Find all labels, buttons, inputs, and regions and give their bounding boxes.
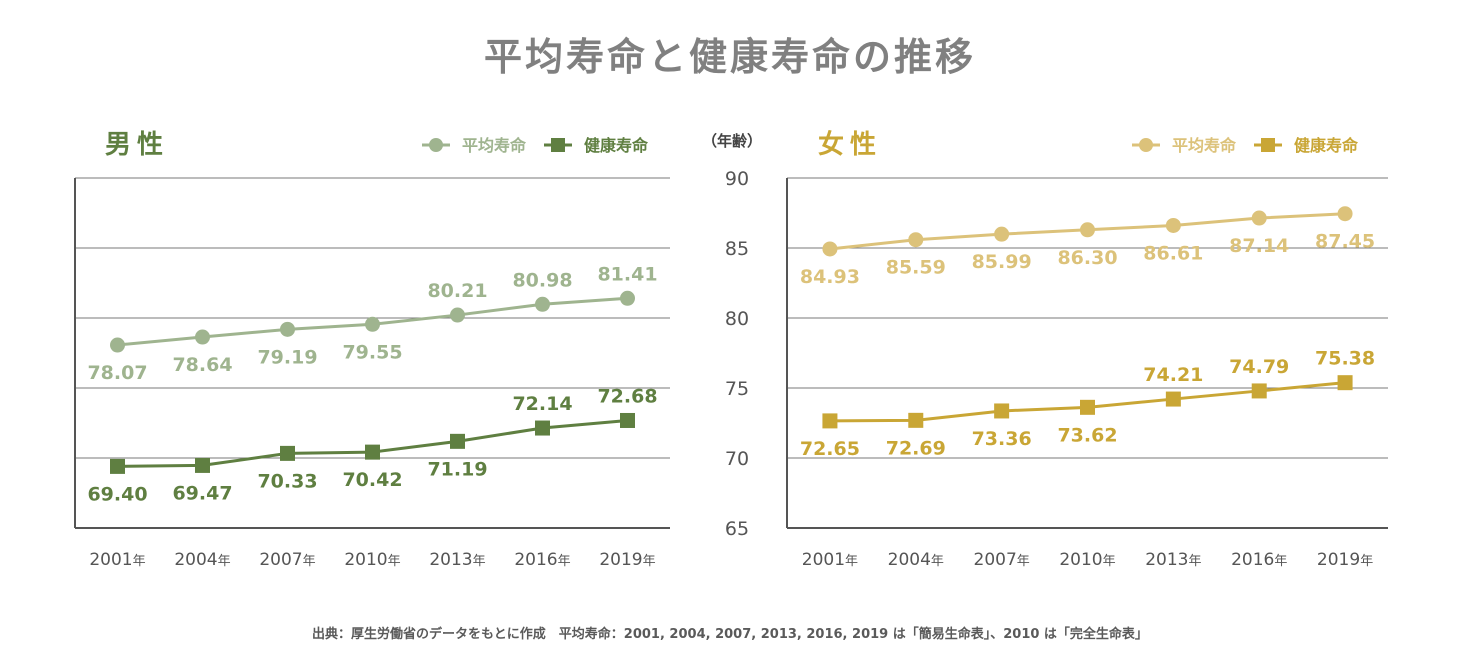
male-series-1-point-6 [620, 412, 635, 428]
female-series-0-point-4 [1165, 217, 1181, 233]
male-series-1-data-label-4: 71.19 [427, 458, 487, 480]
female-series-1-point-1 [908, 412, 924, 428]
female-x-tick-label-2010: 2010年 [1059, 550, 1115, 570]
male-series-0-data-label-1: 78.64 [172, 354, 232, 376]
female-x-tick-label-2007: 2007年 [974, 550, 1030, 570]
male-x-tick-label-2001: 2001年 [89, 550, 145, 570]
female-series-1-data-label-1: 72.69 [886, 437, 946, 459]
female-legend-label-1: 平均寿命 [1172, 136, 1237, 155]
male-x-tick-label-2016: 2016年 [514, 550, 570, 570]
female-series-1-data-label-2: 73.36 [972, 428, 1032, 450]
male-x-tick-label-2004: 2004年 [174, 550, 230, 570]
male-series-0-data-label-4: 80.21 [427, 280, 487, 302]
male-series-1-point-1 [195, 457, 210, 473]
female-series-1-point-0 [822, 413, 838, 429]
female-series-1-data-label-4: 74.21 [1143, 364, 1203, 386]
male-legend-marker-1 [429, 138, 443, 152]
female-x-tick-label-2001: 2001年 [802, 550, 858, 570]
y-tick-label-80: 80 [725, 308, 749, 330]
source-note: 出典：厚生労働省のデータをもとに作成 平均寿命：2001, 2004, 2007… [312, 627, 1148, 642]
male-legend-label-1: 平均寿命 [462, 136, 527, 155]
male-series-0-data-label-5: 80.98 [512, 269, 572, 291]
female-series-0-data-label-6: 87.45 [1315, 231, 1375, 253]
female-x-tick-label-2019: 2019年 [1317, 550, 1373, 570]
male-series-0-data-label-6: 81.41 [597, 263, 657, 285]
female-series-0-point-3 [1080, 222, 1095, 238]
male-series-0-point-1 [195, 329, 210, 345]
female-series-0-point-1 [908, 232, 924, 248]
female-series-0-point-5 [1251, 210, 1267, 226]
male-series-0-point-4 [450, 307, 465, 323]
y-axis-unit-label: （年齢） [702, 132, 762, 150]
female-series-1-data-label-0: 72.65 [800, 438, 860, 460]
female-series-0-point-0 [822, 241, 838, 257]
female-series-0-data-label-4: 86.61 [1143, 242, 1203, 264]
female-series-0-data-label-3: 86.30 [1057, 247, 1117, 269]
male-x-tick-label-2013: 2013年 [429, 550, 485, 570]
female-series-1-point-4 [1165, 391, 1181, 407]
male-series-0-point-5 [535, 296, 550, 312]
y-tick-label-70: 70 [725, 448, 749, 470]
male-series-0-point-6 [620, 290, 635, 306]
female-x-tick-label-2004: 2004年 [888, 550, 944, 570]
male-series-1-data-label-2: 70.33 [257, 470, 317, 492]
female-x-tick-label-2013: 2013年 [1145, 550, 1201, 570]
y-tick-label-85: 85 [725, 238, 749, 260]
male-series-1-data-label-6: 72.68 [597, 385, 657, 407]
female-series-1-point-5 [1251, 383, 1267, 399]
male-series-0-data-label-0: 78.07 [87, 362, 147, 384]
male-series-1-point-4 [450, 433, 465, 449]
female-series-1-data-label-5: 74.79 [1229, 356, 1289, 378]
male-series-1-point-3 [365, 444, 380, 460]
female-series-0-point-6 [1337, 206, 1353, 222]
female-panel-title: 女性 [818, 129, 882, 160]
female-series-1-point-3 [1080, 399, 1095, 415]
male-series-0-data-label-2: 79.19 [257, 346, 317, 368]
female-series-1-data-label-6: 75.38 [1315, 348, 1375, 370]
male-series-1-data-label-3: 70.42 [342, 469, 402, 491]
y-tick-label-90: 90 [725, 168, 749, 190]
female-series-0-data-label-2: 85.99 [972, 251, 1032, 273]
male-series-0-point-3 [365, 316, 380, 332]
male-x-tick-label-2010: 2010年 [344, 550, 400, 570]
male-series-1-data-label-5: 72.14 [512, 393, 572, 415]
male-legend-label-0: 健康寿命 [584, 136, 649, 155]
female-series-1-data-label-3: 73.62 [1057, 424, 1117, 446]
male-x-tick-label-2019: 2019年 [599, 550, 655, 570]
female-legend-label-0: 健康寿命 [1294, 136, 1359, 155]
female-series-0-point-2 [994, 226, 1010, 242]
female-legend-marker-0 [1261, 138, 1275, 152]
female-series-0-data-label-0: 84.93 [800, 266, 860, 288]
female-x-tick-label-2016: 2016年 [1231, 550, 1287, 570]
male-panel-title: 男性 [105, 130, 169, 160]
male-series-0-point-0 [110, 337, 125, 353]
male-series-1-data-label-1: 69.47 [172, 482, 232, 504]
female-series-0-data-label-1: 85.59 [886, 257, 946, 279]
female-legend-marker-1 [1139, 138, 1153, 152]
female-series-1-point-2 [994, 403, 1010, 419]
y-tick-label-75: 75 [725, 378, 749, 400]
male-series-1-point-2 [280, 445, 295, 461]
male-x-tick-label-2007: 2007年 [259, 550, 315, 570]
chart-title: 平均寿命と健康寿命の推移 [483, 35, 976, 79]
male-series-1-point-0 [110, 458, 125, 474]
female-series-0-data-label-5: 87.14 [1229, 235, 1289, 257]
male-series-0-data-label-3: 79.55 [342, 341, 402, 363]
female-series-1-point-6 [1337, 375, 1353, 391]
y-tick-label-65: 65 [725, 518, 749, 540]
male-series-1-data-label-0: 69.40 [87, 483, 147, 505]
male-series-0-point-2 [280, 321, 295, 337]
male-series-1-point-5 [535, 420, 550, 436]
male-legend-marker-0 [551, 138, 565, 152]
